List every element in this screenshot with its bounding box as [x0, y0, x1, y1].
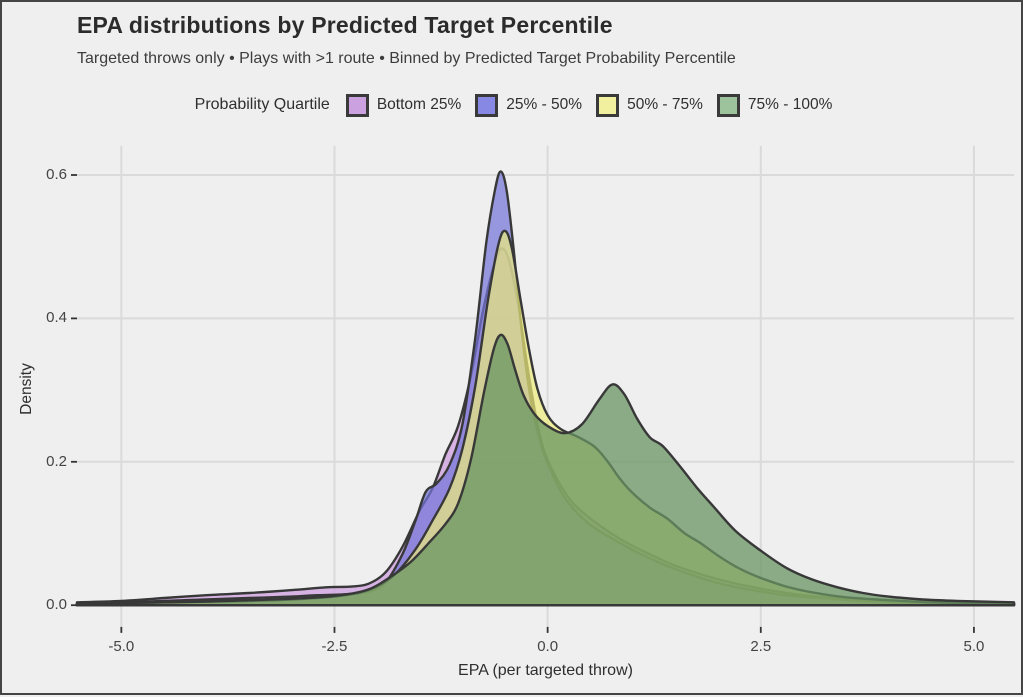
x-tick-label: 5.0 — [963, 638, 985, 655]
chart-subtitle: Targeted throws only • Plays with >1 rou… — [77, 50, 736, 67]
legend-item-1: Bottom 25% — [345, 93, 462, 117]
x-tick-label: -2.5 — [321, 638, 348, 655]
legend-item-3: 50% - 75% — [596, 93, 703, 117]
legend-swatch-icon — [345, 93, 369, 117]
legend-swatch-icon — [475, 93, 499, 117]
density-curve-4 — [75, 333, 1016, 607]
legend-swatch-icon — [596, 93, 620, 117]
legend-item-label: Bottom 25% — [376, 96, 462, 113]
y-tick-label: 0.2 — [46, 452, 67, 470]
legend: Probability Quartile Bottom 25% 25% - 50%… — [2, 90, 1023, 120]
x-tick-label: 2.5 — [750, 638, 772, 655]
legend-item-label: 50% - 75% — [627, 96, 703, 113]
y-axis-title: Density — [18, 363, 35, 415]
legend-item-4: 75% - 100% — [716, 93, 833, 117]
legend-swatch-icon — [716, 93, 740, 117]
y-tick-label: 0.4 — [46, 309, 67, 327]
y-tick-label: 0.0 — [46, 596, 67, 614]
legend-title: Probability Quartile — [194, 96, 330, 113]
x-axis-title: EPA (per targeted throw) — [458, 662, 633, 679]
y-tick-label: 0.6 — [46, 166, 67, 183]
x-tick-label: -5.0 — [108, 638, 135, 655]
legend-item-label: 75% - 100% — [747, 96, 833, 113]
legend-item-label: 25% - 50% — [506, 96, 583, 113]
x-tick-label: 0.0 — [537, 638, 559, 655]
legend-item-2: 25% - 50% — [475, 93, 583, 117]
chart-title: EPA distributions by Predicted Target Pe… — [77, 12, 613, 38]
